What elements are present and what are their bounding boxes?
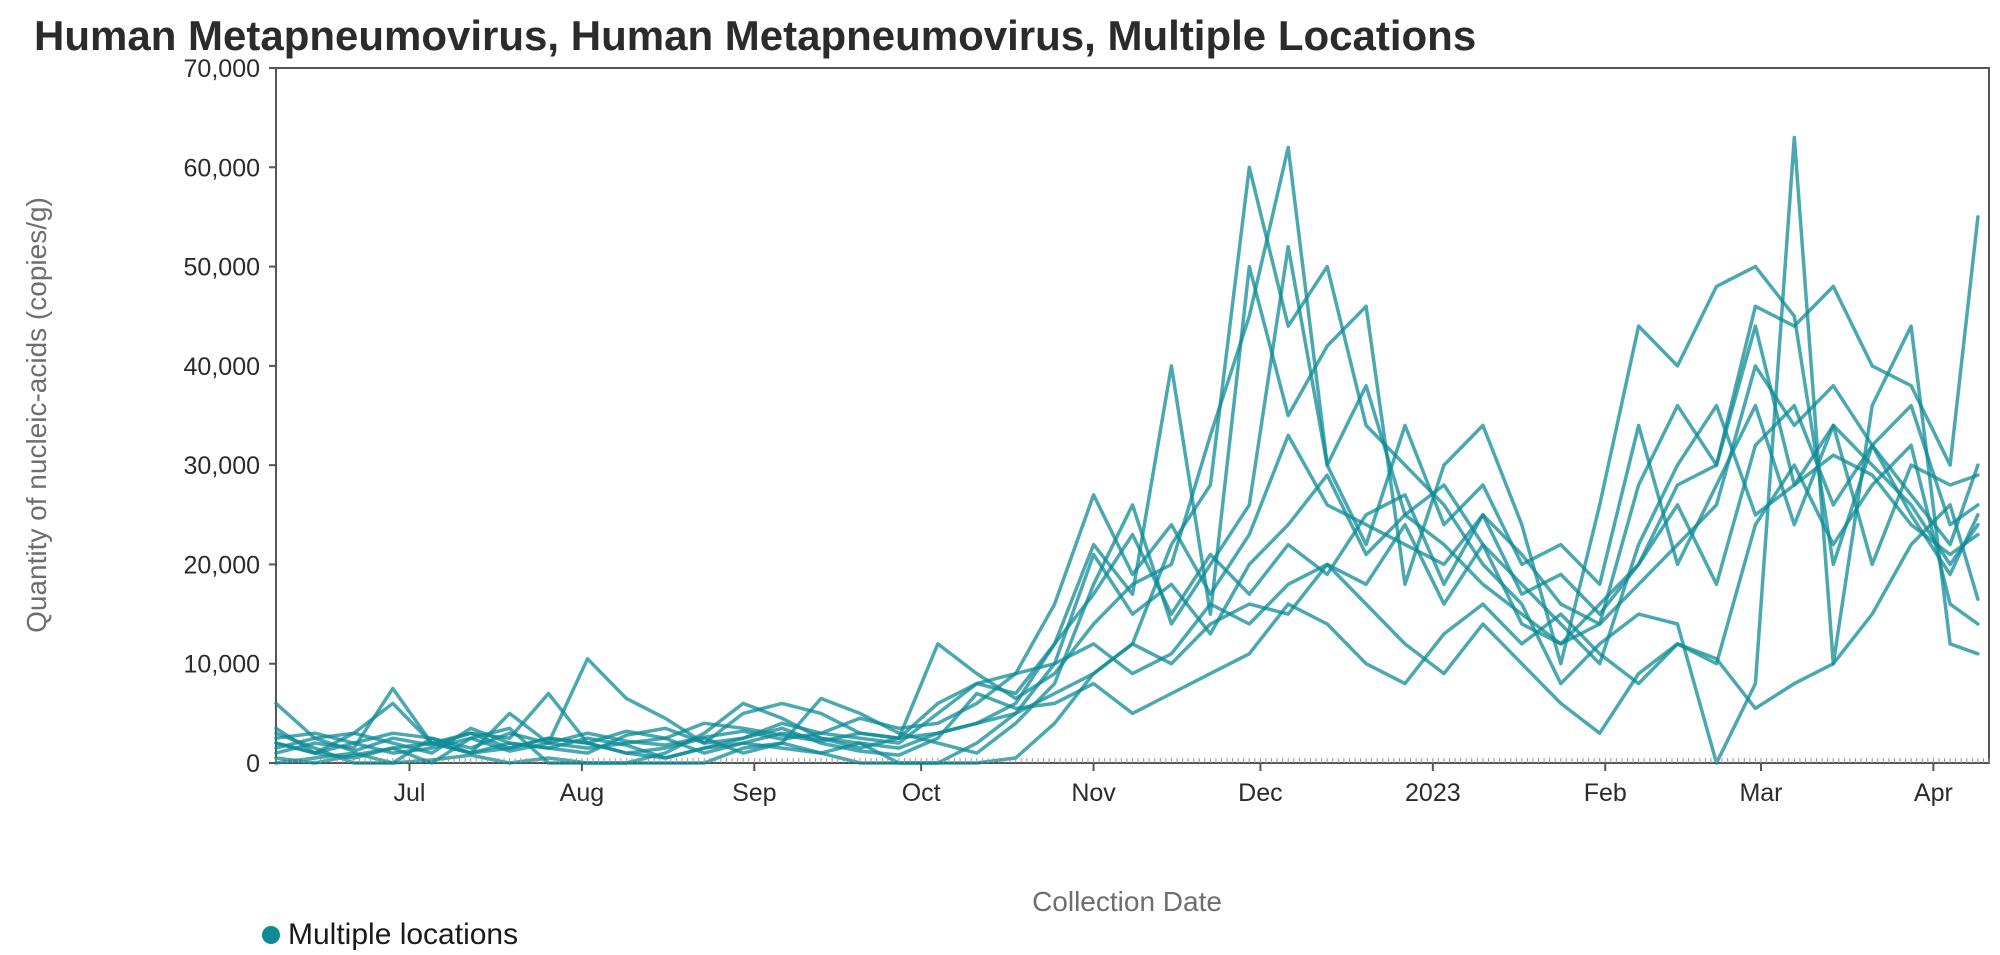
y-axis-label: Quantity of nucleic-acids (copies/g) <box>21 197 52 633</box>
y-tick-label: 30,000 <box>184 452 260 480</box>
series-line-1 <box>274 145 1980 753</box>
legend-label: Multiple locations <box>288 918 519 951</box>
series-line-3 <box>274 443 1980 765</box>
y-tick-label: 40,000 <box>184 353 260 381</box>
series-line-9 <box>274 364 1980 755</box>
x-tick-label: Feb <box>1584 779 1627 807</box>
x-tick-label: 2023 <box>1405 779 1461 807</box>
x-tick-label: Dec <box>1238 779 1282 807</box>
legend-swatch-icon <box>262 926 280 944</box>
series-line-6 <box>274 403 1980 755</box>
series-layer <box>274 135 1980 765</box>
x-axis-label: Collection Date <box>1032 886 1222 917</box>
series-line-8 <box>274 403 1980 755</box>
x-tick-label: Jul <box>393 779 425 807</box>
y-tick-label: 10,000 <box>184 651 260 679</box>
chart-title: Human Metapneumovirus, Human Metapneumov… <box>34 12 1477 59</box>
x-tick-label: Sep <box>732 779 776 807</box>
series-line-10 <box>274 215 1980 760</box>
y-axis: 0 10,000 20,000 30,000 40,000 50,000 60,000 70,… <box>184 55 276 778</box>
baseline-minor-ticks <box>275 758 1990 763</box>
y-tick-label: 60,000 <box>184 154 260 182</box>
y-tick-label: 70,000 <box>184 55 260 83</box>
x-tick-label: Aug <box>560 779 604 807</box>
x-axis: Jul Aug Sep Oct Nov Dec 2023 Feb Mar Apr <box>393 763 1953 807</box>
series-line-2 <box>274 264 1980 755</box>
y-tick-label: 0 <box>246 750 260 778</box>
y-tick-label: 20,000 <box>184 551 260 579</box>
legend: Multiple locations <box>262 918 518 952</box>
y-tick-label: 50,000 <box>184 254 260 282</box>
x-tick-label: Apr <box>1914 779 1953 807</box>
x-tick-label: Nov <box>1071 779 1116 807</box>
x-tick-label: Mar <box>1739 779 1782 807</box>
series-line-5 <box>274 244 1980 755</box>
x-tick-label: Oct <box>902 779 941 807</box>
